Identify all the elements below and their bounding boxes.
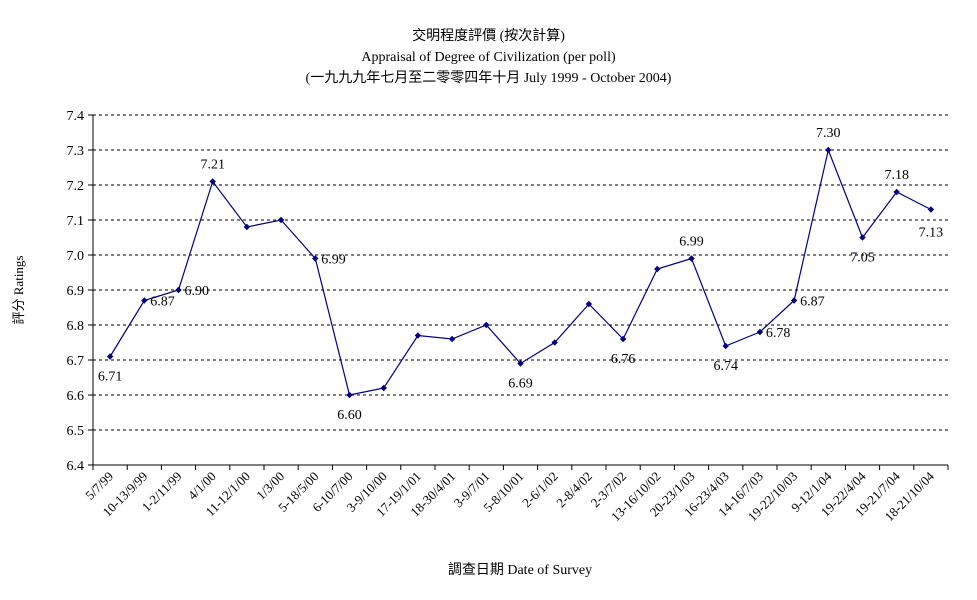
data-point xyxy=(654,265,661,273)
data-point xyxy=(380,384,387,392)
data-label: 7.30 xyxy=(816,126,841,141)
data-label: 6.99 xyxy=(321,253,346,268)
data-points xyxy=(106,146,935,399)
data-point xyxy=(722,342,729,350)
data-label: 6.69 xyxy=(508,377,533,392)
x-tick-label: 2-6/1/02 xyxy=(519,469,561,511)
data-point xyxy=(277,216,285,224)
data-point xyxy=(825,146,832,154)
data-point xyxy=(790,297,798,304)
data-label: 6.90 xyxy=(185,284,210,299)
y-tick-label: 6.8 xyxy=(67,319,85,334)
data-point xyxy=(346,391,353,399)
y-axis-ticks: 6.4 6.5 6.6 6.7 6.8 6.9 7.0 7.1 7.2 7.3 7.4 xyxy=(67,109,93,474)
data-point xyxy=(927,206,935,213)
data-label: 6.76 xyxy=(611,352,636,367)
y-tick-label: 7.3 xyxy=(67,144,85,159)
data-label: 6.78 xyxy=(766,326,791,341)
y-tick-label: 7.2 xyxy=(67,179,85,194)
chart-subtitle-period: (一九九九年七月至二零零四年十月 July 1999 - October 200… xyxy=(305,71,672,86)
data-point xyxy=(756,328,764,336)
y-tick-label: 7.0 xyxy=(67,249,85,264)
data-point xyxy=(619,335,627,343)
y-tick-label: 7.4 xyxy=(67,109,85,124)
data-label: 6.87 xyxy=(800,295,825,310)
data-point xyxy=(141,297,148,304)
y-tick-label: 6.7 xyxy=(67,354,85,369)
gridlines xyxy=(93,114,948,431)
chart-subtitle: Appraisal of Degree of Civilization (per… xyxy=(361,50,616,65)
data-label: 7.05 xyxy=(850,251,875,266)
data-point xyxy=(312,255,319,262)
data-point xyxy=(243,223,251,231)
data-labels: 6.71 6.87 6.90 7.21 6.99 6.60 6.69 6.76 6.99 6.74… xyxy=(98,126,943,423)
data-label: 7.13 xyxy=(919,226,944,241)
data-label: 6.87 xyxy=(150,295,175,310)
data-point xyxy=(414,332,422,339)
y-axis-label: 評分 Ratings xyxy=(11,256,26,325)
data-point xyxy=(688,255,695,262)
data-point xyxy=(483,321,490,329)
data-label: 6.60 xyxy=(337,408,362,423)
data-point xyxy=(209,178,216,185)
y-tick-label: 6.6 xyxy=(67,389,85,404)
chart-title: 交明程度評價 (按次計算) xyxy=(412,29,565,44)
data-label: 6.99 xyxy=(679,235,704,250)
y-tick-label: 6.5 xyxy=(67,424,85,439)
y-tick-label: 7.1 xyxy=(67,214,85,229)
data-label: 6.71 xyxy=(98,370,123,385)
data-point xyxy=(106,353,114,360)
data-point xyxy=(893,188,900,196)
data-point xyxy=(859,234,866,241)
y-tick-label: 6.9 xyxy=(67,284,85,299)
x-axis-label: 調查日期 Date of Survey xyxy=(448,562,592,578)
data-label: 6.74 xyxy=(713,359,738,374)
series-line xyxy=(109,147,932,396)
data-point xyxy=(551,339,558,346)
chart-title-block: 交明程度評價 (按次計算) Appraisal of Degree of Civ… xyxy=(0,26,977,89)
data-point xyxy=(448,335,456,343)
data-point xyxy=(175,286,182,294)
data-label: 7.21 xyxy=(200,158,225,173)
data-label: 7.18 xyxy=(884,168,909,183)
data-point xyxy=(517,360,524,367)
x-tick-label: 2-8/4/02 xyxy=(553,469,595,511)
data-point xyxy=(585,300,593,308)
y-tick-label: 6.4 xyxy=(67,459,85,474)
